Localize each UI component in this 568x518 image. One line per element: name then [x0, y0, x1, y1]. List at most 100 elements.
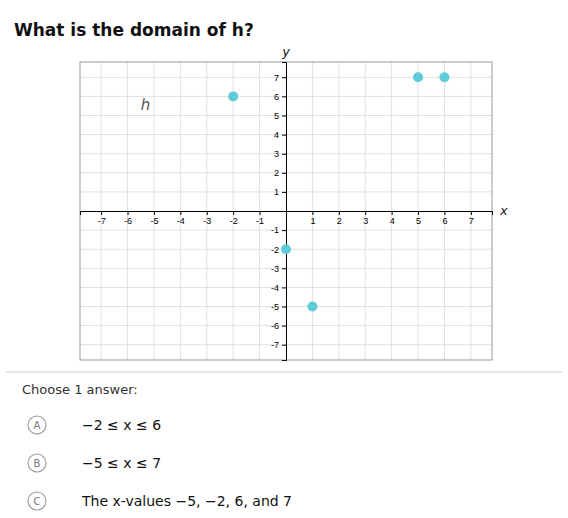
x-tick-label: 5: [416, 216, 421, 226]
points: [228, 72, 449, 311]
y-tick: 5: [274, 111, 286, 121]
x-tick-mark: [207, 211, 208, 215]
x-tick-mark: [392, 211, 393, 215]
y-tick-mark: [282, 287, 286, 288]
choice-circle[interactable]: [28, 454, 46, 472]
x-tick: 4: [390, 211, 395, 226]
x-tick: -1: [256, 211, 264, 226]
x-tick: -6: [124, 211, 132, 226]
x-tick-label: 1: [310, 216, 315, 226]
y-tick-mark: [282, 268, 286, 269]
y-tick-label: -7: [271, 340, 279, 350]
x-tick-label: -2: [230, 216, 238, 226]
x-tick-label: -5: [150, 216, 158, 226]
y-tick: -6: [271, 321, 286, 331]
y-tick-label: 3: [274, 149, 279, 159]
x-axis-label: x: [499, 203, 508, 218]
x-tick-mark: [444, 211, 445, 215]
y-tick-mark: [282, 173, 286, 174]
y-tick: -5: [271, 302, 286, 312]
x-tick: 6: [442, 211, 447, 226]
point: [413, 72, 423, 82]
choice-circle[interactable]: [28, 416, 46, 434]
x-tick-mark: [180, 211, 181, 215]
y-tick-label: 4: [274, 130, 279, 140]
y-tick-label: -1: [271, 225, 279, 235]
y-tick: 7: [274, 73, 286, 83]
y-tick: -3: [271, 264, 286, 274]
chart: What is the domain of h? -7 -6 -5 -4 -3 -2 -1 1 2…: [0, 0, 568, 518]
y-tick: 4: [274, 130, 286, 140]
x-tick-label: 6: [442, 216, 447, 226]
x-tick-label: 3: [363, 216, 368, 226]
x-tick: 5: [416, 211, 421, 226]
y-axis: -7 -6 -5 -4 -3 -2 -1 1 2 3 4 5 6 7: [271, 63, 287, 361]
answer-choice[interactable]: A −2 ≤ x ≤ 6: [28, 416, 161, 434]
y-tick-mark: [282, 345, 286, 346]
x-tick-label: 7: [469, 216, 474, 226]
point: [307, 302, 317, 312]
y-tick-mark: [282, 77, 286, 78]
point: [228, 91, 238, 101]
x-tick-mark: [339, 211, 340, 215]
y-tick: 6: [274, 92, 286, 102]
y-tick-mark: [282, 307, 286, 308]
y-tick-label: 1: [274, 187, 279, 197]
x-tick-mark: [101, 211, 102, 215]
divider: [6, 372, 562, 373]
x-tick-mark: [418, 211, 419, 215]
x-tick-label: -7: [98, 216, 106, 226]
x-tick: -4: [177, 211, 185, 226]
y-tick-mark: [282, 135, 286, 136]
function-label: h: [141, 96, 151, 114]
answer-choice[interactable]: B −5 ≤ x ≤ 7: [28, 454, 161, 472]
y-tick-label: 6: [274, 92, 279, 102]
choice-letter: A: [34, 420, 41, 431]
x-tick-mark: [154, 211, 155, 215]
x-tick: 7: [469, 211, 474, 226]
y-tick-mark: [282, 230, 286, 231]
y-tick: -1: [271, 225, 286, 235]
choice-letter: C: [34, 496, 41, 507]
x-tick-mark: [365, 211, 366, 215]
y-tick-mark: [282, 154, 286, 155]
x-tick-label: -1: [256, 216, 264, 226]
x-tick-label: -3: [203, 216, 211, 226]
y-tick: -4: [271, 283, 286, 293]
y-tick-mark: [282, 192, 286, 193]
choice-letter: B: [34, 458, 41, 469]
choice-text: −2 ≤ x ≤ 6: [82, 417, 161, 433]
x-tick-mark: [233, 211, 234, 215]
y-tick-label: 7: [274, 73, 279, 83]
point: [281, 244, 291, 254]
x-tick-mark: [260, 211, 261, 215]
y-tick-mark: [282, 326, 286, 327]
y-tick-label: -3: [271, 264, 279, 274]
choice-circle[interactable]: [28, 492, 46, 510]
y-axis-line: [282, 63, 287, 361]
x-tick-mark: [471, 211, 472, 215]
y-tick: 3: [274, 149, 286, 159]
choice-text: −5 ≤ x ≤ 7: [82, 455, 161, 471]
title: What is the domain of h?: [14, 20, 254, 40]
plot-frame: [80, 62, 492, 360]
y-tick-label: -2: [271, 245, 279, 255]
x-tick: -3: [203, 211, 211, 226]
y-tick-mark: [282, 96, 286, 97]
answer-choice[interactable]: CThe x-values −5, −2, 6, and 7: [28, 492, 292, 510]
x-tick-mark: [312, 211, 313, 215]
x-tick: 3: [363, 211, 368, 226]
x-tick-label: -6: [124, 216, 132, 226]
y-tick: -7: [271, 340, 286, 350]
x-tick: 2: [337, 211, 342, 226]
y-tick: 2: [274, 168, 286, 178]
y-tick-label: 5: [274, 111, 279, 121]
y-tick-label: -5: [271, 302, 279, 312]
x-tick: -2: [230, 211, 238, 226]
grid: [80, 62, 492, 360]
y-tick-mark: [282, 115, 286, 116]
x-tick: -7: [98, 211, 106, 226]
y-tick-label: -6: [271, 321, 279, 331]
y-tick: 1: [274, 187, 286, 197]
point: [439, 72, 449, 82]
